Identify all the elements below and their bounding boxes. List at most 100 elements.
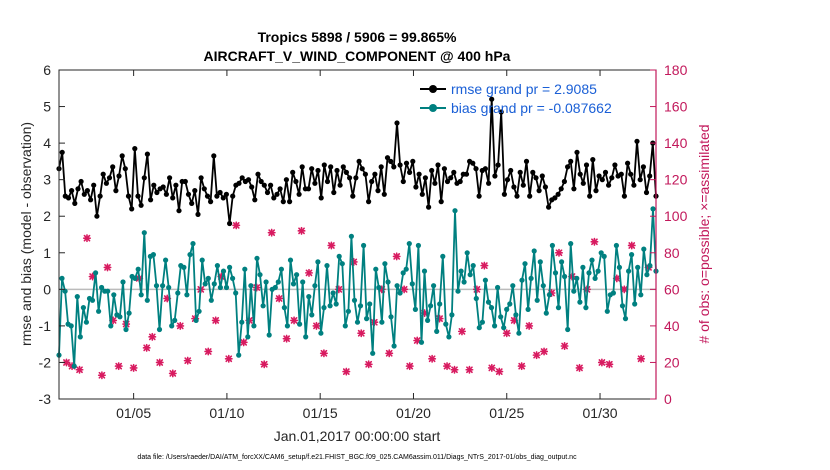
bias-point (492, 323, 498, 329)
legend-bias-label: bias grand pr = -0.087662 (451, 100, 612, 116)
axes: 01/05 01/10 01/15 01/20 01/25 01/30 -3 -2 -1 0 1 2 3… (39, 62, 688, 421)
bias-point (552, 270, 559, 276)
obs-point (480, 261, 489, 270)
obs-point (349, 257, 358, 266)
bias-point (428, 303, 434, 309)
x-tick-label: 01/15 (303, 405, 338, 421)
chart-title-line2: AIRCRAFT_V_WIND_COMPONENT @ 400 hPa (204, 48, 511, 64)
bias-point (488, 305, 495, 311)
x-tick-label: 01/10 (209, 405, 244, 421)
rmse-point (170, 195, 176, 201)
rmse-point (69, 188, 75, 194)
rmse-point (274, 191, 280, 197)
bias-series (56, 206, 659, 369)
y-right-tick-label: 140 (664, 135, 688, 151)
obs-point (627, 241, 636, 250)
obs-point (239, 338, 248, 347)
rmse-point (100, 171, 106, 177)
bias-point (504, 306, 510, 312)
legend-rmse-marker (429, 85, 437, 93)
obs-point (176, 321, 185, 330)
bias-point (583, 305, 589, 311)
obs-point (204, 347, 213, 356)
y-right-tick-label: 40 (664, 318, 680, 334)
obs-point (267, 228, 276, 237)
rmse-point (530, 169, 536, 175)
rmse-point (223, 191, 229, 197)
bias-point (403, 266, 409, 272)
bias-point (431, 283, 437, 289)
rmse-point (81, 191, 87, 197)
bias-point (172, 317, 178, 323)
bias-point (348, 233, 354, 239)
bias-point (245, 334, 251, 340)
bias-point (397, 290, 403, 296)
rmse-point (517, 169, 523, 175)
bias-point (306, 294, 312, 300)
rmse-point (283, 177, 289, 183)
bias-point (650, 206, 656, 212)
bias-point (577, 299, 583, 305)
bias-point (616, 264, 623, 270)
bias-point (202, 281, 208, 287)
rmse-point (154, 189, 160, 196)
rmse-point (312, 180, 318, 186)
rmse-point (299, 164, 305, 170)
rmse-point (555, 191, 561, 197)
bias-point (379, 319, 385, 325)
rmse-point (119, 153, 125, 159)
rmse-point (403, 160, 410, 166)
rmse-point (593, 188, 599, 194)
rmse-point (201, 186, 207, 192)
rmse-point (59, 149, 65, 155)
obs-point (82, 234, 91, 243)
bias-point (452, 208, 458, 214)
obs-point (502, 329, 511, 338)
rmse-point (125, 193, 132, 199)
bias-point (248, 283, 254, 289)
rmse-point (486, 180, 492, 186)
bias-point (144, 297, 150, 303)
bias-point (254, 255, 260, 261)
rmse-point (457, 178, 463, 185)
bias-point (394, 283, 400, 289)
bias-point (312, 283, 318, 289)
obs-point (532, 351, 541, 360)
y-right-tick-label: 100 (664, 208, 688, 224)
rmse-point (214, 193, 220, 199)
bias-point (641, 246, 647, 252)
rmse-point (97, 193, 103, 199)
rmse-point (501, 191, 507, 197)
rmse-point (495, 162, 501, 168)
obs-point (554, 248, 563, 257)
obs-point (405, 362, 414, 371)
obs-point (443, 362, 452, 371)
rmse-point (520, 182, 526, 188)
bias-point (382, 261, 388, 267)
obs-point (620, 285, 629, 294)
bias-point (513, 312, 519, 318)
rmse-point (88, 197, 94, 203)
bias-point (175, 290, 181, 296)
obs-point (260, 360, 269, 369)
bias-point (580, 264, 586, 270)
rmse-point (84, 188, 90, 194)
bias-point (181, 264, 187, 270)
rmse-point (185, 191, 192, 197)
rmse-point (416, 171, 422, 177)
bias-point (156, 326, 163, 333)
rmse-point (435, 162, 441, 168)
rmse-point (388, 158, 394, 164)
bias-point (345, 308, 351, 314)
obs-point (224, 354, 233, 363)
bias-point (531, 248, 537, 254)
bias-point (83, 319, 89, 325)
rmse-point (173, 182, 179, 188)
bias-point (132, 275, 138, 281)
obs-point (319, 349, 328, 358)
rmse-point (227, 220, 233, 227)
rmse-point (473, 166, 479, 172)
bias-point (163, 257, 169, 263)
rmse-point (438, 199, 444, 205)
bias-point (303, 334, 309, 340)
